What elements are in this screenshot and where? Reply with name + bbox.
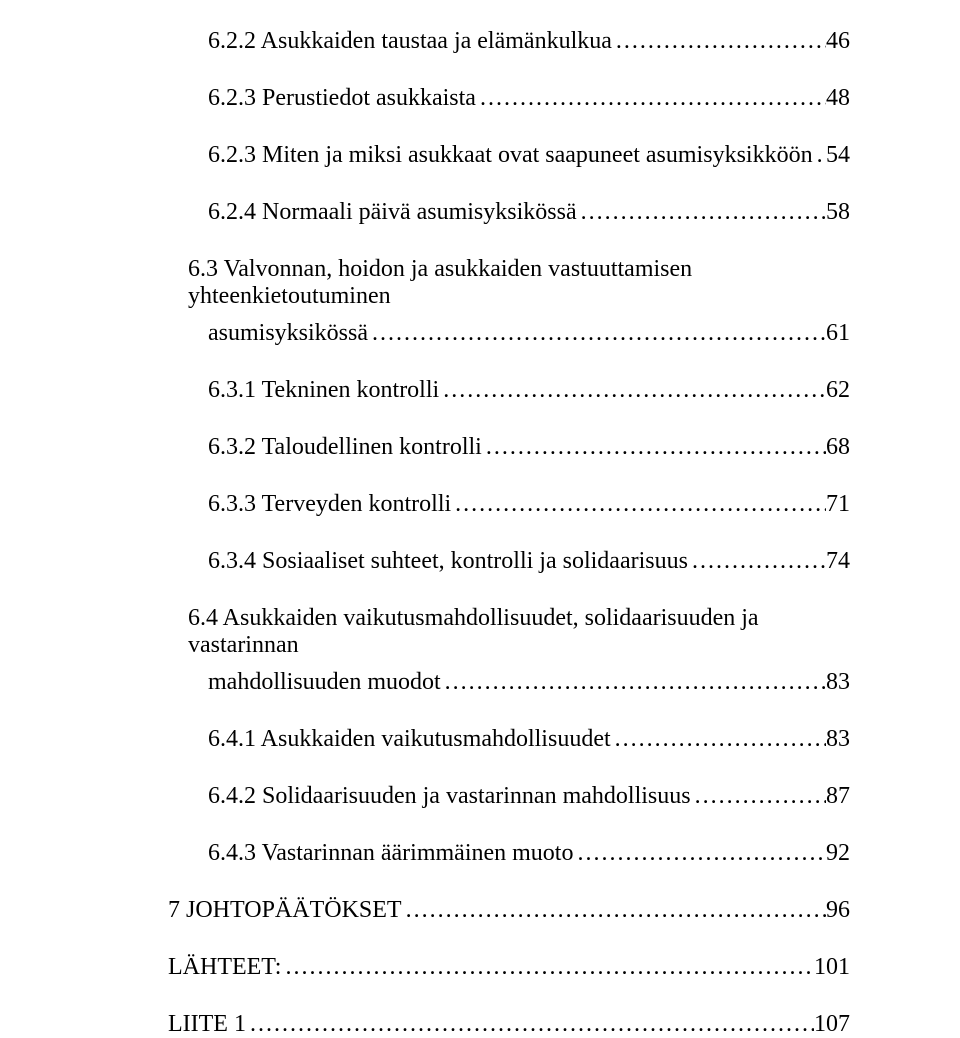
toc-label: asumisyksikössä [208, 320, 368, 347]
toc-page: 96 [826, 897, 850, 924]
toc-entry: 6.2.2 Asukkaiden taustaa ja elämänkulkua… [168, 28, 850, 55]
toc-entry: 6.4.2 Solidaarisuuden ja vastarinnan mah… [168, 783, 850, 810]
toc-page: 83 [826, 726, 850, 753]
toc-entry: 6.2.3 Miten ja miksi asukkaat ovat saapu… [168, 142, 850, 169]
toc-page: 107 [814, 1011, 850, 1038]
toc-page: 54 [826, 142, 850, 169]
toc-leader: ........................................… [691, 783, 826, 810]
toc-page: 62 [826, 377, 850, 404]
toc-leader: ........................................… [281, 954, 814, 981]
toc-leader: ........................................… [577, 199, 826, 226]
toc-label: 6.3.3 Terveyden kontrolli [208, 491, 451, 518]
toc-leader: ........................................… [441, 669, 826, 696]
toc-page: 68 [826, 434, 850, 461]
toc-leader: ........................................… [402, 897, 826, 924]
toc-page: 83 [826, 669, 850, 696]
toc-label: 6.2.2 Asukkaiden taustaa ja elämänkulkua [208, 28, 612, 55]
toc-entry: LIITE 1 ................................… [168, 1011, 850, 1038]
toc-entry: 6.4 Asukkaiden vaikutusmahdollisuudet, s… [168, 605, 850, 659]
toc-label: 6.4.2 Solidaarisuuden ja vastarinnan mah… [208, 783, 691, 810]
table-of-contents: 6.2.2 Asukkaiden taustaa ja elämänkulkua… [168, 28, 850, 1038]
toc-entry-continuation: asumisyksikössä ........................… [168, 320, 850, 347]
toc-entry: 7 JOHTOPÄÄTÖKSET .......................… [168, 897, 850, 924]
toc-label: mahdollisuuden muodot [208, 669, 441, 696]
toc-label: 6.2.4 Normaali päivä asumisyksikössä [208, 199, 577, 226]
toc-entry: 6.4.3 Vastarinnan äärimmäinen muoto ....… [168, 840, 850, 867]
toc-entry: 6.4.1 Asukkaiden vaikutusmahdollisuudet … [168, 726, 850, 753]
toc-page: 71 [826, 491, 850, 518]
toc-page: 48 [826, 85, 850, 112]
toc-leader: ........................................… [368, 320, 826, 347]
toc-label: 6.4.1 Asukkaiden vaikutusmahdollisuudet [208, 726, 611, 753]
toc-leader: ........................................… [439, 377, 826, 404]
toc-page: 92 [826, 840, 850, 867]
toc-leader: ........................................… [612, 28, 826, 55]
toc-entry: LÄHTEET: ...............................… [168, 954, 850, 981]
toc-label: 7 JOHTOPÄÄTÖKSET [168, 897, 402, 924]
toc-page: 101 [814, 954, 850, 981]
toc-leader: ........................................… [246, 1011, 814, 1038]
toc-label: LÄHTEET: [168, 954, 281, 981]
toc-page: 87 [826, 783, 850, 810]
toc-entry: 6.3.4 Sosiaaliset suhteet, kontrolli ja … [168, 548, 850, 575]
toc-label: 6.3 Valvonnan, hoidon ja asukkaiden vast… [188, 256, 692, 309]
toc-page: 58 [826, 199, 850, 226]
toc-label: 6.3.4 Sosiaaliset suhteet, kontrolli ja … [208, 548, 688, 575]
toc-entry: 6.3.3 Terveyden kontrolli ..............… [168, 491, 850, 518]
toc-label: 6.4.3 Vastarinnan äärimmäinen muoto [208, 840, 573, 867]
toc-entry-continuation: mahdollisuuden muodot ..................… [168, 669, 850, 696]
toc-page: 74 [826, 548, 850, 575]
toc-leader: ........................................… [611, 726, 826, 753]
toc-label: 6.4 Asukkaiden vaikutusmahdollisuudet, s… [188, 605, 759, 658]
toc-leader: ........................................… [476, 85, 826, 112]
toc-label: 6.2.3 Miten ja miksi asukkaat ovat saapu… [208, 142, 813, 169]
toc-label: LIITE 1 [168, 1011, 246, 1038]
toc-entry: 6.3.2 Taloudellinen kontrolli ..........… [168, 434, 850, 461]
toc-leader: ........................................… [813, 142, 826, 169]
toc-label: 6.3.2 Taloudellinen kontrolli [208, 434, 482, 461]
toc-page: 46 [826, 28, 850, 55]
toc-label: 6.3.1 Tekninen kontrolli [208, 377, 439, 404]
toc-entry: 6.2.4 Normaali päivä asumisyksikössä ...… [168, 199, 850, 226]
toc-entry: 6.3 Valvonnan, hoidon ja asukkaiden vast… [168, 256, 850, 310]
toc-leader: ........................................… [482, 434, 826, 461]
toc-entry: 6.3.1 Tekninen kontrolli ...............… [168, 377, 850, 404]
toc-label: 6.2.3 Perustiedot asukkaista [208, 85, 476, 112]
toc-leader: ........................................… [688, 548, 826, 575]
toc-page: 61 [826, 320, 850, 347]
toc-entry: 6.2.3 Perustiedot asukkaista ...........… [168, 85, 850, 112]
toc-leader: ........................................… [451, 491, 826, 518]
toc-leader: ........................................… [573, 840, 826, 867]
